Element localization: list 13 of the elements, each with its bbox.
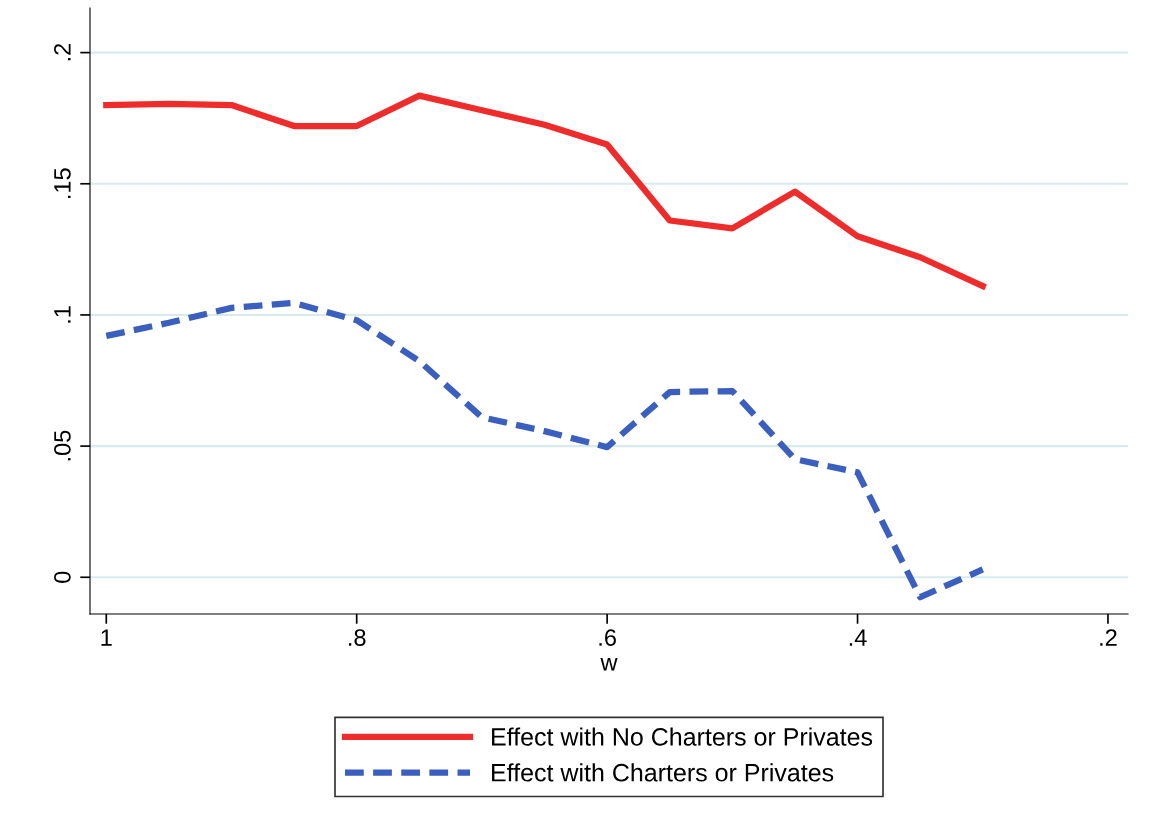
x-tick-label: .4 xyxy=(849,629,867,646)
y-tick-label: .15 xyxy=(54,168,71,199)
legend-label: Effect with No Charters or Privates xyxy=(492,727,873,746)
legend-label: Effect with Charters or Privates xyxy=(492,763,834,782)
y-tick-label: 0 xyxy=(54,571,71,583)
x-axis-title: w xyxy=(600,658,618,671)
x-tick-label: .2 xyxy=(1100,629,1117,646)
x-tick-label: .8 xyxy=(349,629,366,646)
x-tick-label: 1 xyxy=(101,629,112,646)
y-tick-label: .2 xyxy=(54,43,71,61)
y-tick-label: .1 xyxy=(54,306,71,323)
y-tick-label: .05 xyxy=(54,430,71,461)
x-tick-label: .6 xyxy=(599,629,616,646)
